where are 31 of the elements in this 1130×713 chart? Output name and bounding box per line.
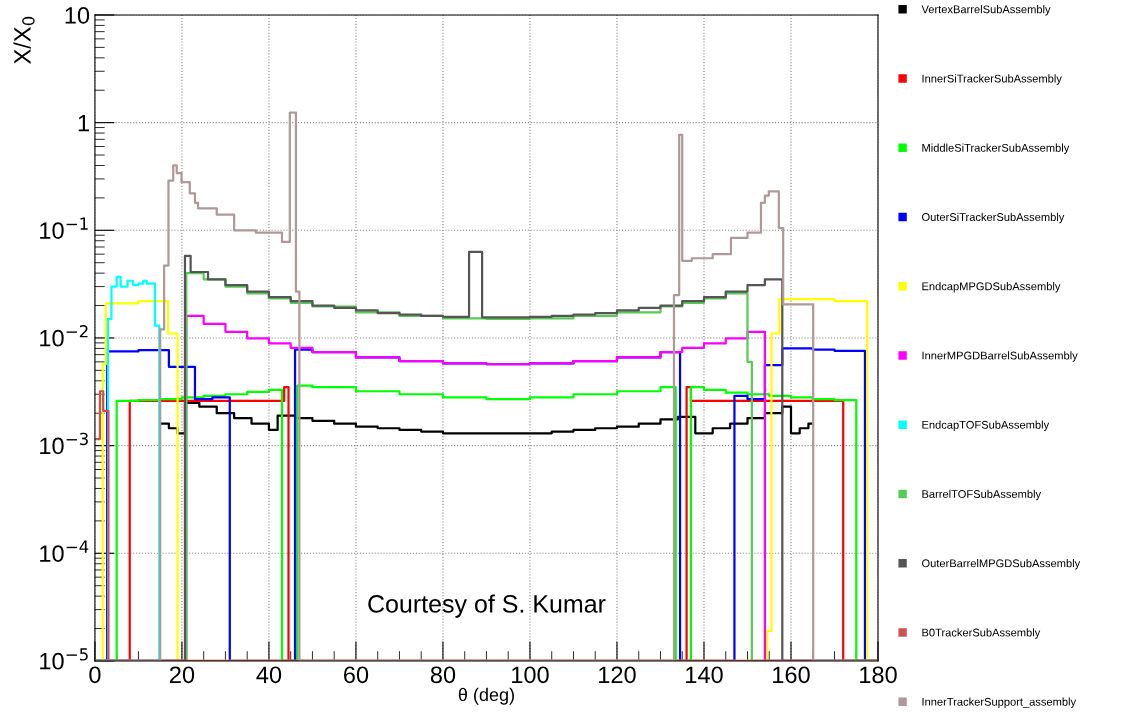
x-tick-label: 80 bbox=[430, 666, 456, 684]
legend-label: B0TrackerSubAssembly bbox=[922, 628, 1041, 639]
legend-label: MiddleSiTrackerSubAssembly bbox=[922, 143, 1070, 154]
y-tick-label: 10$^{−4}$ bbox=[40, 540, 89, 562]
legend-label: VertexBarrelSubAssembly bbox=[921, 5, 1051, 16]
x-tick-label: 160 bbox=[773, 666, 810, 684]
y-tick-label: 10$^{−1}$ bbox=[40, 217, 88, 239]
x-tick-label: 20 bbox=[169, 666, 195, 684]
y-tick-label: 1 bbox=[78, 114, 89, 132]
legend-label: BarrelTOFSubAssembly bbox=[922, 489, 1042, 501]
legend-label: InnerTrackerSupport_assembly bbox=[922, 697, 1077, 708]
x-tick-label: 0 bbox=[89, 666, 101, 684]
x-axis-title: θ (deg) bbox=[458, 687, 514, 705]
legend-label: EndcapTOFSubAssembly bbox=[922, 420, 1050, 431]
y-tick-label: 10$^{−2}$ bbox=[40, 325, 88, 347]
y-tick-label: 10 bbox=[65, 7, 90, 24]
x-tick-label: 120 bbox=[599, 666, 636, 684]
x-tick-label: 100 bbox=[512, 666, 549, 684]
legend-label: InnerMPGDBarrelSubAssembly bbox=[922, 351, 1078, 362]
y-tick-label: 10$^{−5}$ bbox=[40, 648, 88, 670]
x-tick-label: 60 bbox=[344, 666, 369, 684]
legend-label: OuterBarrelMPGDSubAssembly bbox=[922, 559, 1081, 570]
legend-label: EndcapMPGDSubAssembly bbox=[922, 282, 1061, 293]
y-axis-title: X/X$_{0}$ bbox=[13, 16, 35, 65]
x-tick-label: 40 bbox=[256, 666, 282, 684]
x-tick-label: 140 bbox=[686, 666, 723, 684]
legend-label: OuterSiTrackerSubAssembly bbox=[922, 212, 1065, 224]
legend-label: InnerSiTrackerSubAssembly bbox=[922, 74, 1062, 85]
annotation: Courtesy of S. Kumar bbox=[368, 594, 606, 618]
x-tick-label: 180 bbox=[860, 666, 897, 684]
y-tick-label: 10$^{−3}$ bbox=[40, 432, 88, 455]
